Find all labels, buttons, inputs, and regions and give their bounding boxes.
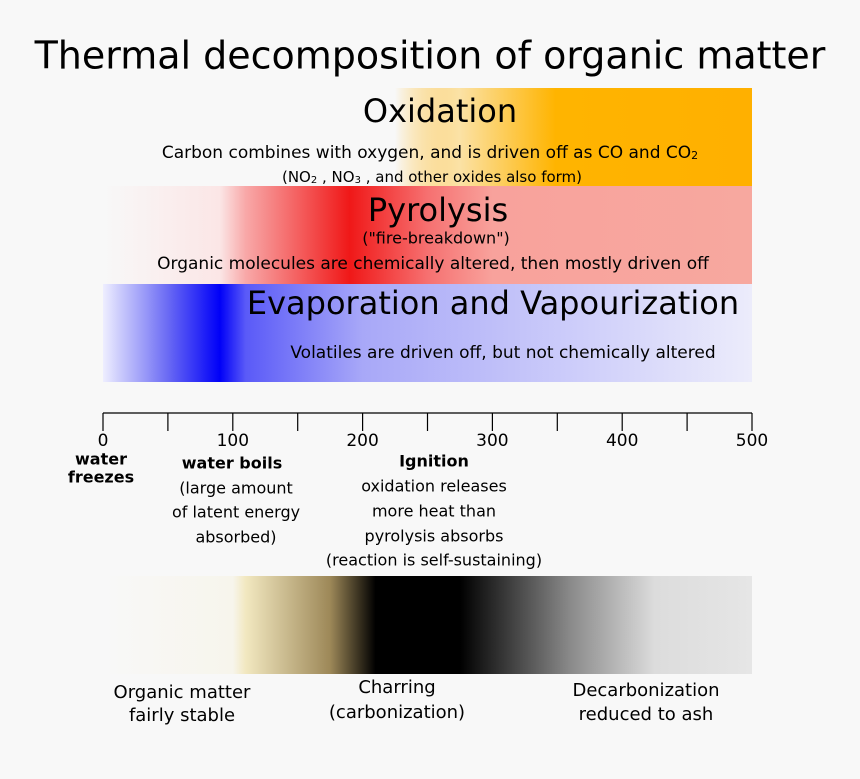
stage-label: reduced to ash — [579, 704, 714, 725]
note: more heat than — [372, 502, 496, 521]
tick-label: 400 — [606, 431, 638, 451]
oxidation-band — [395, 88, 752, 186]
oxidation-note: (NO2 , NO3 , and other oxides also form) — [282, 168, 582, 187]
tick-label: 500 — [736, 431, 768, 451]
title: Thermal decomposition of organic matter — [34, 34, 826, 78]
stage-label: Decarbonization — [572, 680, 719, 701]
tick-label: 100 — [217, 431, 249, 451]
pyrolysis-alias: ("fire-breakdown") — [362, 229, 510, 248]
subscript: 3 — [355, 175, 361, 186]
pyrolysis-title: Pyrolysis — [368, 191, 508, 229]
pyrolysis-description: Organic molecules are chemically altered… — [157, 254, 710, 274]
subscript: 2 — [311, 175, 317, 186]
evaporation-description: Volatiles are driven off, but not chemic… — [290, 343, 715, 363]
note: of latent energy — [172, 503, 300, 522]
evaporation-band — [103, 284, 752, 382]
text: Carbon combines with oxygen, and is driv… — [162, 143, 691, 163]
text: , and other oxides also form) — [361, 168, 582, 186]
note: (large amount — [179, 479, 293, 498]
stage-label: Organic matter — [114, 682, 251, 703]
note: water — [75, 450, 127, 469]
note: pyrolysis absorbs — [365, 527, 504, 546]
oxidation-title: Oxidation — [363, 92, 517, 130]
oxidation-line: Carbon combines with oxygen, and is driv… — [162, 143, 698, 163]
text: , NO — [317, 168, 354, 186]
text: (NO — [282, 168, 311, 186]
tick-label: 0 — [98, 431, 109, 451]
stage-label: fairly stable — [129, 705, 235, 726]
charring-band — [103, 576, 752, 674]
stage-label: (carbonization) — [329, 702, 465, 723]
note-title: water boils — [182, 454, 282, 473]
note-title: Ignition — [399, 452, 469, 471]
note: (reaction is self-sustaining) — [326, 551, 542, 570]
evaporation-title: Evaporation and Vapourization — [247, 284, 739, 322]
note: oxidation releases — [361, 477, 507, 496]
subscript: 2 — [691, 149, 698, 162]
tick-label: 300 — [476, 431, 508, 451]
note: absorbed) — [195, 528, 276, 547]
stage-label: Charring — [358, 677, 435, 698]
note: freezes — [68, 468, 134, 487]
tick-label: 200 — [346, 431, 378, 451]
pyrolysis-band — [103, 186, 752, 284]
